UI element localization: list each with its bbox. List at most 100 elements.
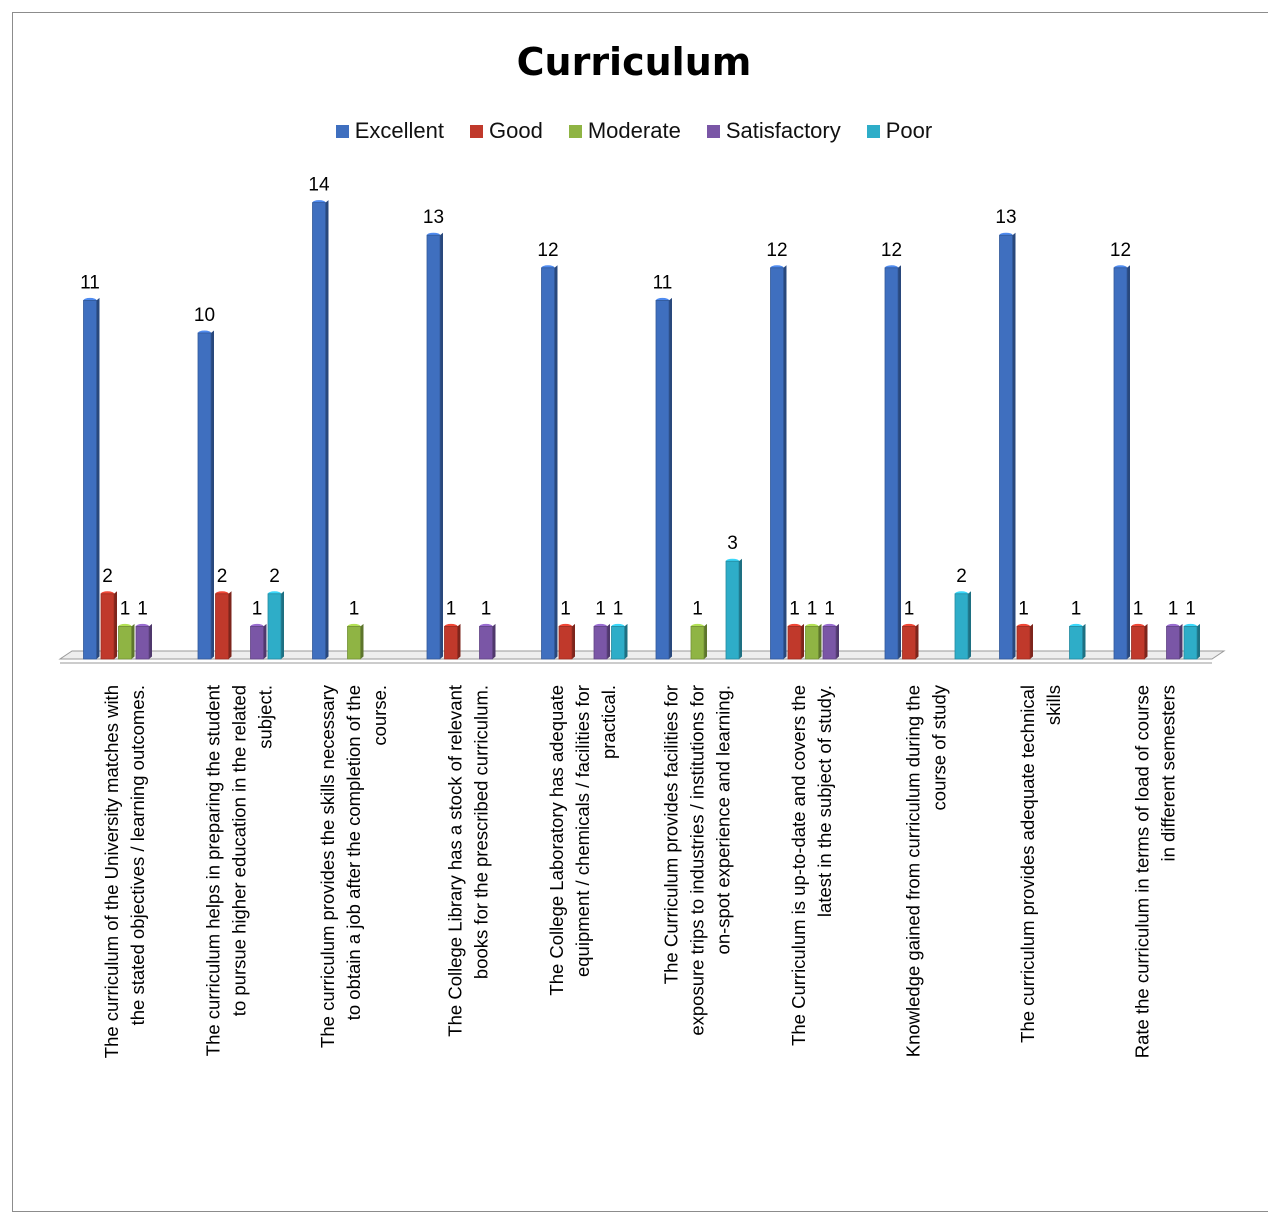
bar-poor-10 (1183, 623, 1200, 660)
data-label: 1 (692, 598, 703, 619)
category-label: skills (1043, 685, 1064, 725)
bar-good-2 (215, 591, 232, 660)
data-label: 13 (423, 207, 444, 228)
bar-excellent-9 (999, 232, 1016, 660)
bar-poor-5 (611, 623, 628, 660)
legend-label: Satisfactory (725, 118, 841, 143)
data-label: 14 (308, 175, 330, 196)
bar-moderate-6 (690, 623, 707, 660)
legend-item-poor: Poor (866, 118, 933, 144)
bar-satisfactory-10 (1166, 623, 1183, 660)
bar-poor-9 (1069, 623, 1086, 660)
category-label: The curriculum helps in preparing the st… (203, 685, 224, 1056)
data-label: 2 (956, 566, 967, 587)
data-label: 1 (1133, 598, 1144, 619)
category-label: subject. (255, 685, 276, 749)
legend-label: Poor (885, 118, 933, 143)
data-label: 1 (481, 598, 492, 619)
legend-swatch (335, 124, 349, 138)
category-label: The Curriculum provides facilities for (661, 685, 682, 984)
data-label: 11 (653, 272, 673, 293)
data-label: 1 (120, 598, 131, 619)
data-label: 1 (137, 598, 148, 619)
chart-floor (58, 650, 1226, 660)
category-label: the stated objectives / learning outcome… (127, 685, 148, 1025)
category-label: The College Laboratory has adequate (546, 685, 567, 996)
category-label: The Curriculum is up-to-date and covers … (788, 685, 809, 1046)
legend-label: Moderate (587, 118, 681, 143)
category-label: Knowledge gained from curriculum during … (903, 685, 924, 1057)
category-label: The curriculum of the University matches… (101, 685, 122, 1058)
data-label: 1 (824, 598, 835, 619)
category-label: to pursue higher education in the relate… (229, 685, 250, 1016)
data-label: 10 (194, 305, 215, 326)
bar-excellent-1 (83, 297, 100, 660)
bar-good-10 (1131, 623, 1148, 660)
data-label: 3 (727, 533, 738, 554)
data-label: 11 (80, 272, 100, 293)
data-label: 1 (1018, 598, 1029, 619)
legend-item-good: Good (470, 118, 543, 144)
category-label: The College Library has a stock of relev… (445, 685, 466, 1037)
bar-excellent-2 (197, 330, 214, 660)
data-label: 1 (904, 598, 915, 619)
data-label: 1 (252, 598, 263, 619)
bar-good-9 (1016, 623, 1033, 660)
data-label: 1 (1168, 598, 1179, 619)
data-label: 1 (560, 598, 571, 619)
bar-moderate-1 (118, 623, 135, 660)
data-label: 2 (269, 566, 280, 587)
data-label: 2 (217, 566, 228, 587)
data-label: 1 (807, 598, 818, 619)
data-label: 1 (613, 598, 624, 619)
bar-good-4 (444, 623, 461, 660)
bar-satisfactory-4 (479, 623, 496, 660)
bar-good-5 (558, 623, 575, 660)
data-label: 1 (446, 598, 457, 619)
category-label: exposure trips to industries / instituti… (687, 685, 708, 1036)
bar-poor-6 (725, 558, 742, 660)
bar-excellent-6 (655, 297, 672, 660)
data-label: 12 (1110, 240, 1131, 261)
bar-satisfactory-2 (250, 623, 267, 660)
bar-good-1 (100, 591, 117, 660)
bar-satisfactory-5 (593, 623, 610, 660)
category-label: course of study (929, 684, 950, 810)
bar-satisfactory-7 (822, 623, 839, 660)
data-label: 13 (995, 207, 1016, 228)
data-label: 2 (102, 566, 113, 587)
category-label: latest in the subject of study. (814, 685, 835, 917)
bar-poor-8 (954, 591, 971, 660)
category-label: to obtain a job after the completion of … (343, 685, 364, 1020)
legend-swatch (568, 124, 582, 138)
category-label: The curriculum provides the skills neces… (317, 684, 338, 1048)
data-label: 1 (1185, 598, 1196, 619)
category-label: practical. (598, 685, 619, 759)
legend-label: Excellent (354, 118, 445, 143)
bar-good-7 (787, 623, 804, 660)
category-label: in different semesters (1158, 685, 1179, 862)
legend-label: Good (489, 118, 543, 143)
data-label: 1 (595, 598, 606, 619)
bar-moderate-3 (347, 623, 364, 660)
chart-title: Curriculum (516, 40, 752, 84)
bar-poor-2 (267, 591, 284, 660)
legend-swatch (470, 124, 484, 138)
bar-excellent-5 (541, 265, 558, 660)
legend: Excellent Good Moderate Satisfactory Poor (0, 118, 1268, 144)
bar-satisfactory-1 (135, 623, 152, 660)
bar-excellent-4 (426, 232, 443, 660)
legend-item-moderate: Moderate (568, 118, 681, 144)
bar-excellent-8 (884, 265, 901, 660)
legend-item-excellent: Excellent (335, 118, 445, 144)
bar-good-8 (902, 623, 919, 660)
bar-excellent-3 (312, 200, 329, 660)
data-label: 12 (766, 240, 787, 261)
legend-swatch (706, 124, 720, 138)
category-label: course. (369, 685, 390, 746)
category-label: on-spot experience and learning. (713, 685, 734, 954)
data-label: 1 (789, 598, 800, 619)
data-label: 12 (537, 240, 558, 261)
bar-excellent-7 (770, 265, 787, 660)
bar-excellent-10 (1113, 265, 1130, 660)
